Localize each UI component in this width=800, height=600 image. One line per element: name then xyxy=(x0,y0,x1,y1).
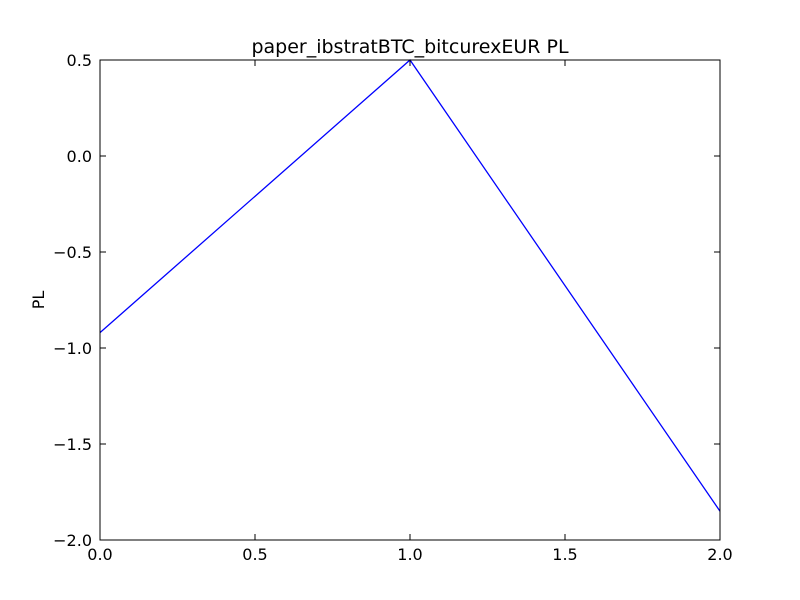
x-tick-label: 0.5 xyxy=(242,545,267,564)
y-tick-label: −1.0 xyxy=(53,339,92,358)
y-axis-label: PL xyxy=(29,291,48,310)
y-tick-label: 0.5 xyxy=(67,51,92,70)
y-tick-label: −2.0 xyxy=(53,531,92,550)
series-layer xyxy=(99,59,721,512)
y-tick-label: −0.5 xyxy=(53,243,92,262)
x-tick-label: 0.0 xyxy=(87,545,112,564)
x-tick-label: 1.0 xyxy=(397,545,422,564)
x-tick-label: 2.0 xyxy=(707,545,732,564)
chart-title: paper_ibstratBTC_bitcurexEUR PL xyxy=(251,36,569,58)
x-tick-label: 1.5 xyxy=(552,545,577,564)
ticks-layer: 0.0 0.5 1.0 1.5 2.0 0.5 0.0 −0.5 −1.0 −1.5 −2.0 xyxy=(53,51,733,564)
y-tick-label: −1.5 xyxy=(53,435,92,454)
y-tick-label: 0.0 xyxy=(67,147,92,166)
series-line xyxy=(99,59,721,512)
plot-area-frame xyxy=(99,59,721,541)
